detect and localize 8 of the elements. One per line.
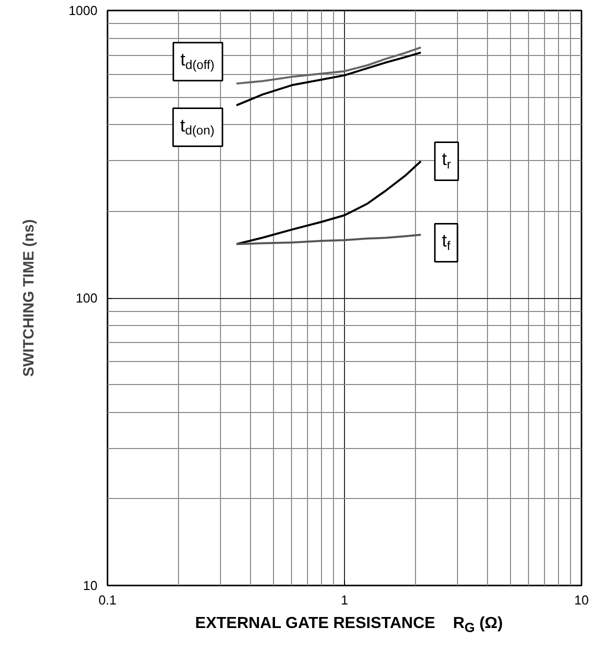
y-tick-label: 100	[76, 290, 98, 306]
y-tick-label: 10	[83, 578, 98, 593]
x-axis-title: EXTERNAL GATE RESISTANCE R$_{G}$ (Ω)	[194, 614, 504, 638]
x-tick-label: 10	[574, 592, 589, 608]
x-tick-label: 1	[340, 592, 348, 608]
x-tick-label: 0.1	[98, 592, 117, 608]
y-tick-label: 1000	[68, 3, 98, 18]
y-axis-title: SWITCHING TIME (ns)	[20, 219, 38, 377]
